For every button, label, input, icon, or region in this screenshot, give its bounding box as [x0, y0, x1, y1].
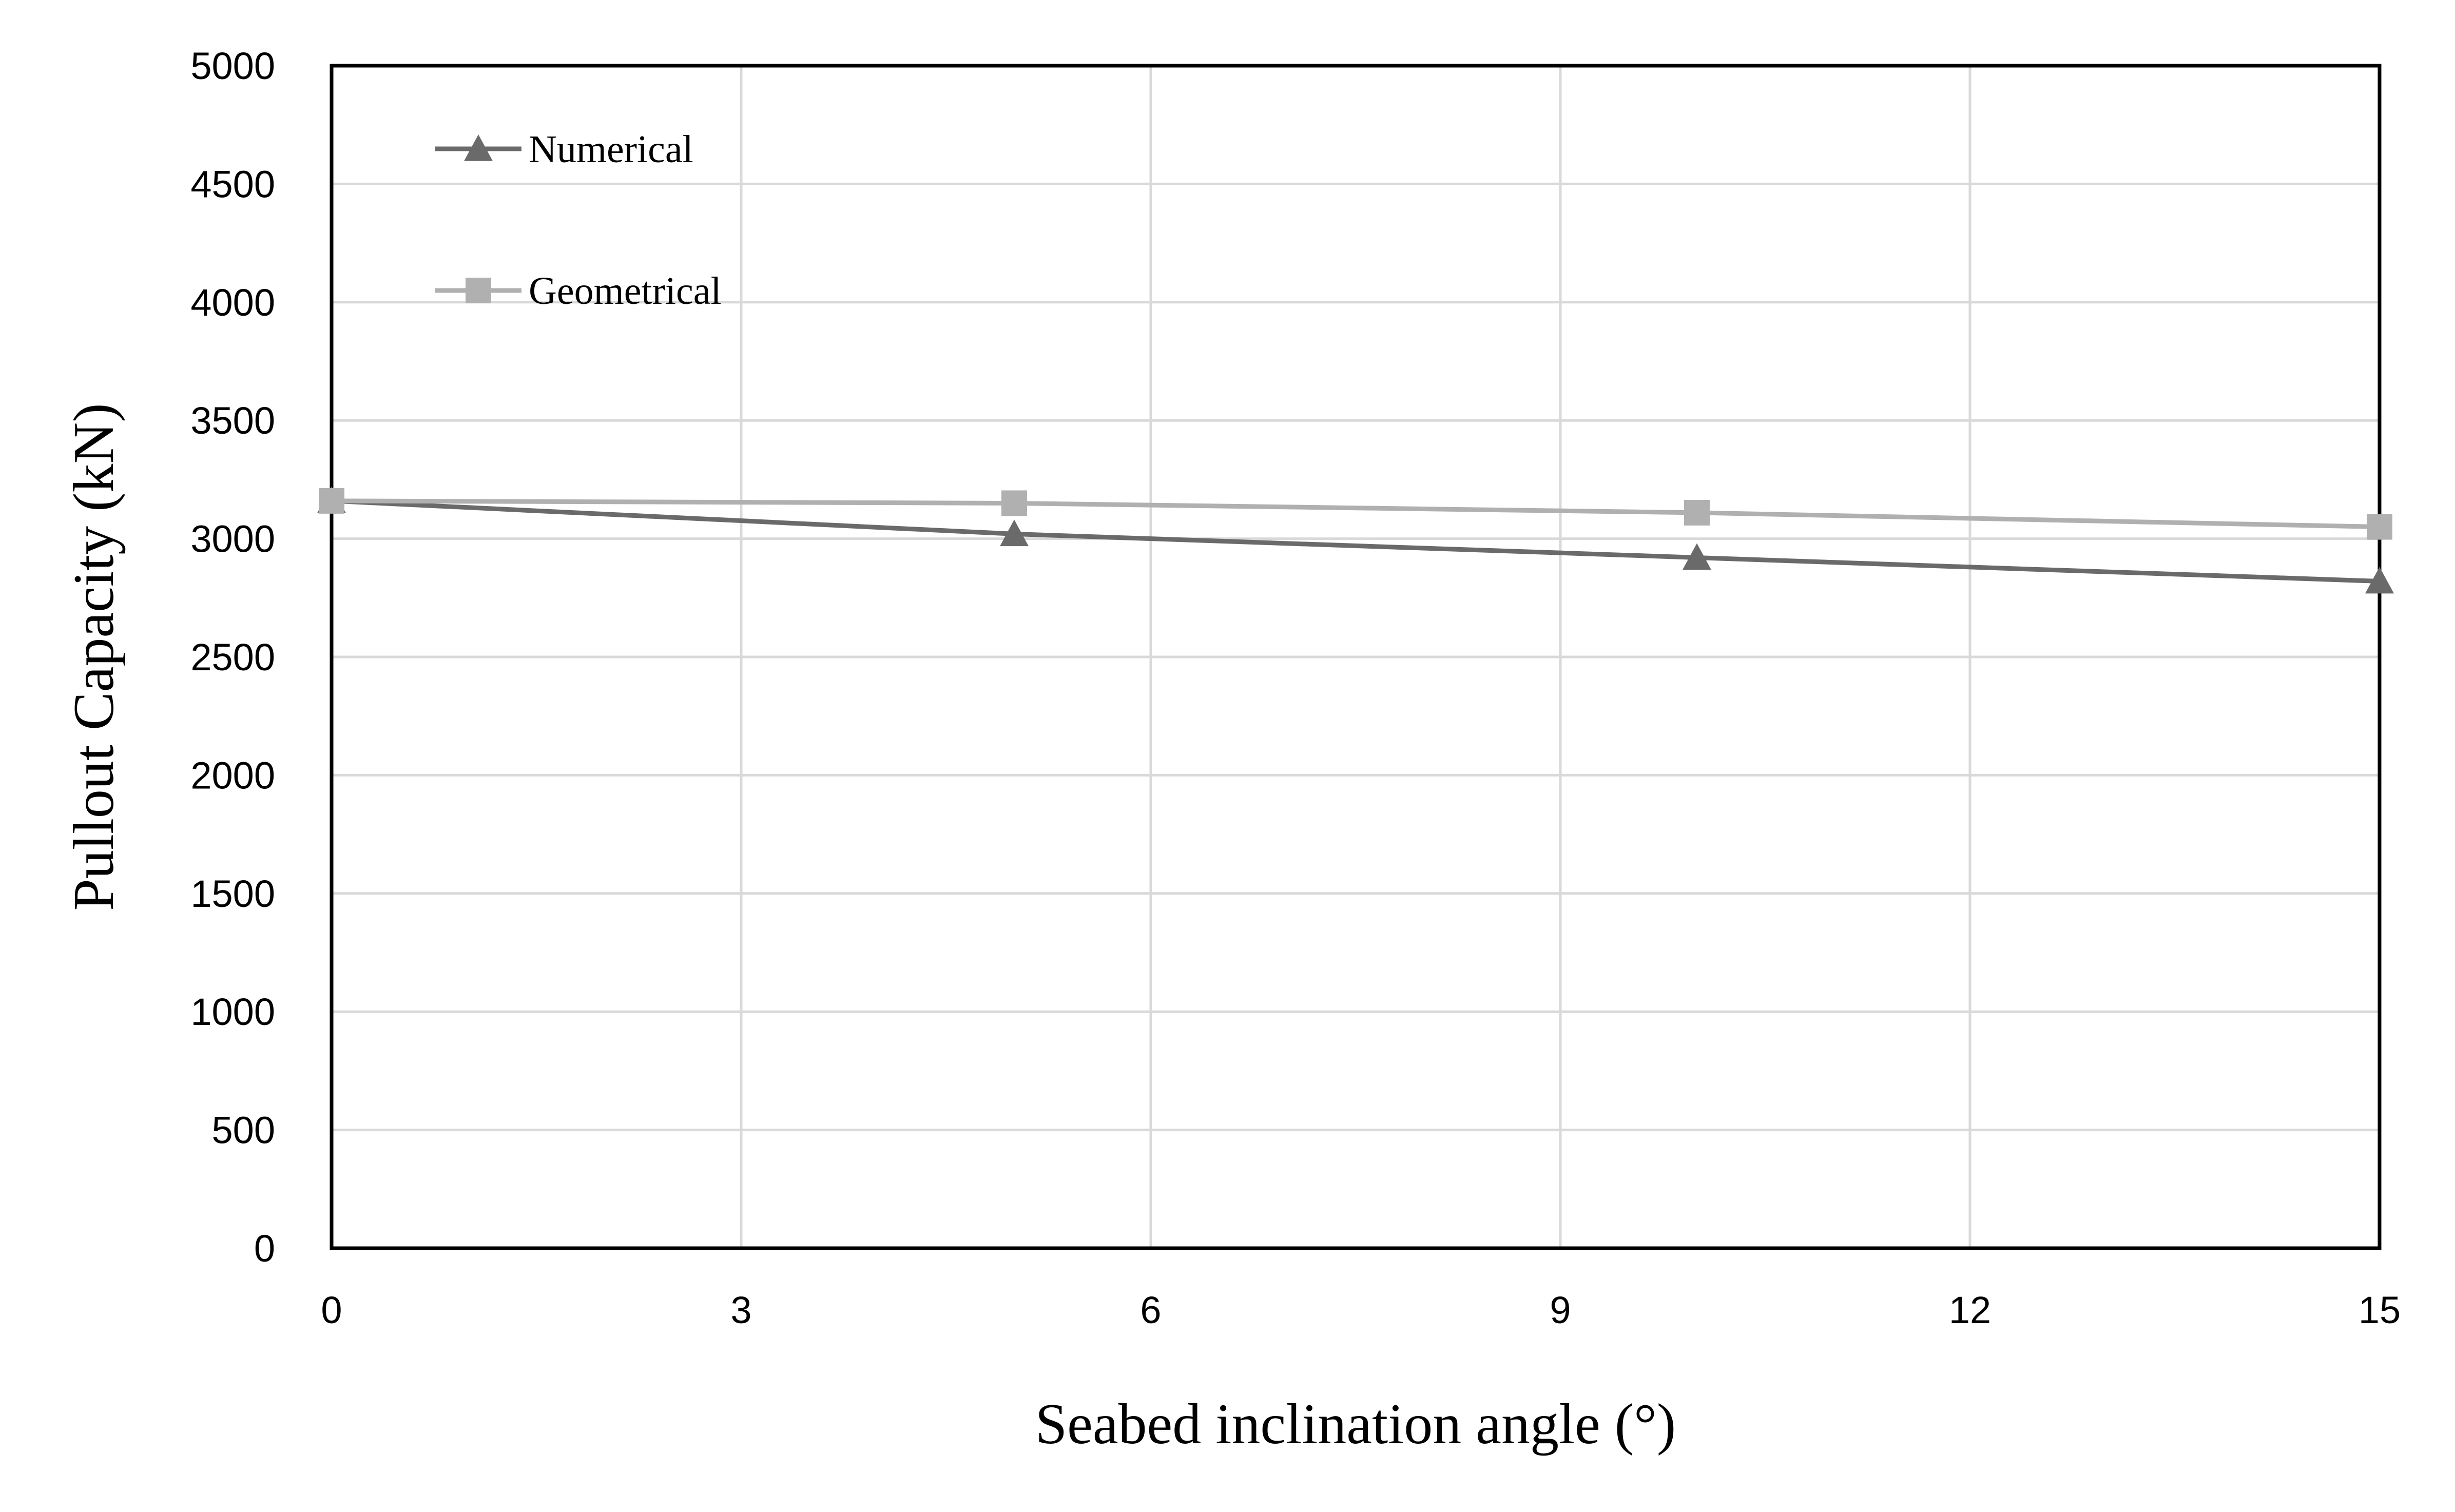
y-tick-label: 2500 [190, 636, 275, 679]
y-tick-label: 3500 [190, 399, 275, 442]
legend-marker-numerical [464, 134, 493, 161]
y-tick-label: 2000 [190, 754, 275, 797]
data-point-geometrical [319, 488, 344, 514]
y-tick-label: 4000 [190, 281, 275, 324]
legend-marker-geometrical [466, 278, 491, 303]
legend: Numerical Geometrical [435, 128, 722, 313]
y-tick-label: 3000 [190, 518, 275, 560]
data-point-geometrical [1684, 499, 1710, 526]
x-tick-label: 0 [321, 1289, 342, 1331]
legend-item-numerical: Numerical [435, 128, 693, 171]
y-axis-ticks: 0 500 1000 1500 2000 2500 3000 3500 4000 4500 5000 [190, 45, 275, 1270]
plot-area-frame [330, 64, 2382, 1250]
x-tick-label: 6 [1140, 1289, 1161, 1331]
data-point-numerical [1000, 519, 1029, 547]
data-point-geometrical [2367, 514, 2392, 540]
y-tick-label: 1500 [190, 873, 275, 915]
y-tick-label: 500 [212, 1109, 275, 1152]
y-tick-label: 4500 [190, 163, 275, 205]
series-line-numerical [331, 498, 2380, 584]
legend-label-geometrical: Geometrical [529, 269, 722, 313]
legend-label-numerical: Numerical [529, 128, 693, 171]
x-tick-label: 9 [1550, 1289, 1571, 1331]
y-tick-label: 1000 [190, 991, 275, 1033]
data-point-geometrical [1001, 490, 1027, 516]
x-tick-label: 3 [730, 1289, 751, 1331]
data-series [317, 486, 2394, 594]
data-point-numerical [1683, 543, 1711, 570]
x-tick-label: 12 [1949, 1289, 1991, 1331]
y-tick-label: 0 [254, 1227, 275, 1270]
x-axis-title: Seabed inclination angle (°) [1035, 1392, 1676, 1456]
series-line-geometrical [331, 498, 2380, 530]
gridlines [332, 66, 2380, 1248]
legend-item-geometrical: Geometrical [435, 269, 722, 313]
y-tick-label: 5000 [190, 45, 275, 87]
y-axis-title: Pullout Capacity (kN) [62, 403, 126, 910]
series-geometrical [319, 488, 2392, 540]
data-point-numerical [2365, 567, 2394, 594]
x-axis-ticks: 0 3 6 9 12 15 [321, 1289, 2401, 1331]
x-tick-label: 15 [2359, 1289, 2401, 1331]
